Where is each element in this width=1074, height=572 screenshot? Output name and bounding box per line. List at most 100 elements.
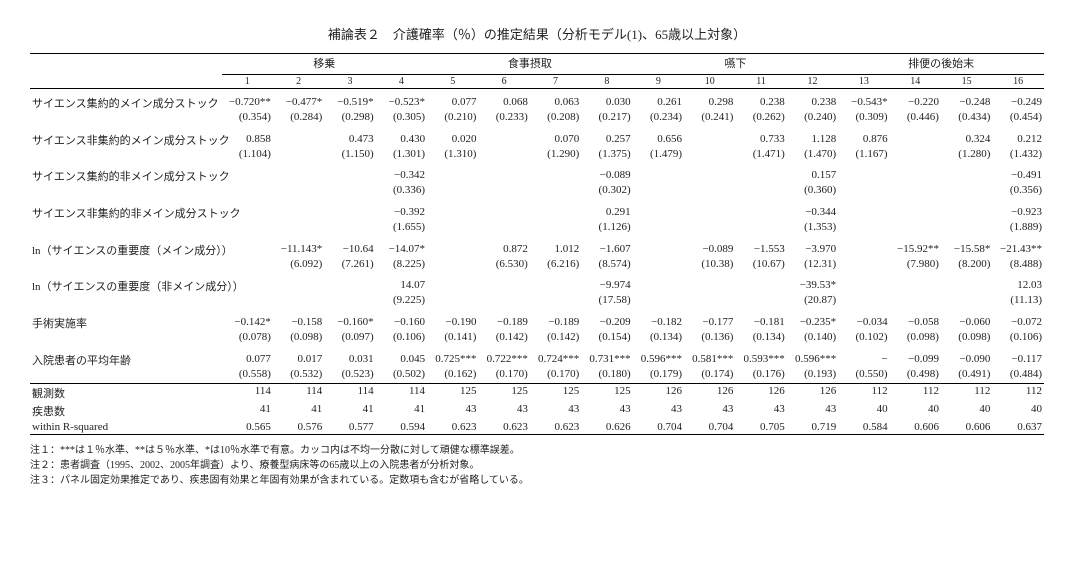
cell (478, 199, 529, 236)
col-header-14: 14 (890, 75, 941, 89)
cell: 0.063(0.208) (530, 89, 581, 126)
col-header-6: 6 (478, 75, 529, 89)
cell: 0.473(1.150) (324, 126, 375, 163)
footer-cell: 125 (530, 383, 581, 402)
cell: 0.725***(0.162) (427, 346, 478, 383)
footer-row-label: within R-squared (30, 420, 222, 435)
cell: −0.342(0.336) (376, 162, 427, 199)
footer-cell: 0.606 (890, 420, 941, 435)
cell (324, 162, 375, 199)
cell: −0.142*(0.078) (222, 309, 273, 346)
footer-cell: 114 (273, 383, 324, 402)
cell: −1.553(10.67) (735, 236, 786, 273)
footer-cell: 126 (735, 383, 786, 402)
row-label: サイエンス非集約的非メイン成分ストック (30, 199, 222, 236)
cell: 0.261(0.234) (633, 89, 684, 126)
footer-cell: 0.704 (633, 420, 684, 435)
footer-cell: 40 (992, 402, 1044, 420)
cell: −14.07*(8.225) (376, 236, 427, 273)
cell (735, 199, 786, 236)
cell: 0.298(0.241) (684, 89, 735, 126)
cell (735, 272, 786, 309)
cell: −39.53*(20.87) (787, 272, 838, 309)
footer-cell: 125 (581, 383, 632, 402)
col-header-3: 3 (324, 75, 375, 89)
cell (273, 162, 324, 199)
footer-cell: 41 (222, 402, 273, 420)
cell: 0.020(1.310) (427, 126, 478, 163)
cell: 0.068(0.233) (478, 89, 529, 126)
footer-cell: 0.623 (530, 420, 581, 435)
cell: −0.190(0.141) (427, 309, 478, 346)
cell (684, 162, 735, 199)
cell: 0.238(0.262) (735, 89, 786, 126)
footer-cell: 126 (684, 383, 735, 402)
cell: −0.249(0.454) (992, 89, 1044, 126)
col-header-11: 11 (735, 75, 786, 89)
cell: 0.596***(0.193) (787, 346, 838, 383)
footer-cell: 114 (222, 383, 273, 402)
cell: −0.089(10.38) (684, 236, 735, 273)
footer-cell: 0.719 (787, 420, 838, 435)
cell: −0.182(0.134) (633, 309, 684, 346)
footer-cell: 112 (941, 383, 992, 402)
footer-cell: 43 (787, 402, 838, 420)
cell: 0.157(0.360) (787, 162, 838, 199)
footer-cell: 112 (890, 383, 941, 402)
cell: 0.731***(0.180) (581, 346, 632, 383)
cell (478, 126, 529, 163)
col-header-16: 16 (992, 75, 1044, 89)
cell: −0.177(0.136) (684, 309, 735, 346)
cell: 0.212(1.432) (992, 126, 1044, 163)
cell: −0.220(0.446) (890, 89, 941, 126)
footer-cell: 0.565 (222, 420, 273, 435)
cell: 0.017(0.532) (273, 346, 324, 383)
footer-cell: 43 (633, 402, 684, 420)
cell (530, 162, 581, 199)
cell (478, 272, 529, 309)
cell: −1.607(8.574) (581, 236, 632, 273)
cell: 14.07(9.225) (376, 272, 427, 309)
cell (633, 199, 684, 236)
footer-cell: 0.704 (684, 420, 735, 435)
cell: 0.872(6.530) (478, 236, 529, 273)
cell (530, 199, 581, 236)
cell: −0.209(0.154) (581, 309, 632, 346)
cell: −0.519*(0.298) (324, 89, 375, 126)
group-1: 移乗 (313, 58, 335, 70)
footer-cell: 43 (684, 402, 735, 420)
footer-cell: 0.576 (273, 420, 324, 435)
cell (941, 199, 992, 236)
cell: −0.248(0.434) (941, 89, 992, 126)
col-header-7: 7 (530, 75, 581, 89)
cell: −3.970(12.31) (787, 236, 838, 273)
cell: 0.724***(0.170) (530, 346, 581, 383)
footer-cell: 0.584 (838, 420, 889, 435)
cell: 0.077(0.210) (427, 89, 478, 126)
cell: −0.089(0.302) (581, 162, 632, 199)
cell (890, 162, 941, 199)
footer-cell: 126 (633, 383, 684, 402)
cell (684, 126, 735, 163)
cell: −9.974(17.58) (581, 272, 632, 309)
cell: 0.581***(0.174) (684, 346, 735, 383)
row-label: ln（サイエンスの重要度（非メイン成分）） (30, 272, 222, 309)
cell (633, 272, 684, 309)
cell: −0.099(0.498) (890, 346, 941, 383)
cell: 12.03(11.13) (992, 272, 1044, 309)
cell (273, 272, 324, 309)
footer-cell: 43 (581, 402, 632, 420)
col-header-4: 4 (376, 75, 427, 89)
cell (427, 272, 478, 309)
cell: −21.43**(8.488) (992, 236, 1044, 273)
cell: −0.181(0.134) (735, 309, 786, 346)
footer-cell: 112 (838, 383, 889, 402)
footer-cell: 114 (324, 383, 375, 402)
col-header-5: 5 (427, 75, 478, 89)
cell: 0.030(0.217) (581, 89, 632, 126)
row-label: サイエンス集約的メイン成分ストック (30, 89, 222, 126)
footer-cell: 125 (478, 383, 529, 402)
cell (735, 162, 786, 199)
cell (273, 199, 324, 236)
cell (941, 162, 992, 199)
